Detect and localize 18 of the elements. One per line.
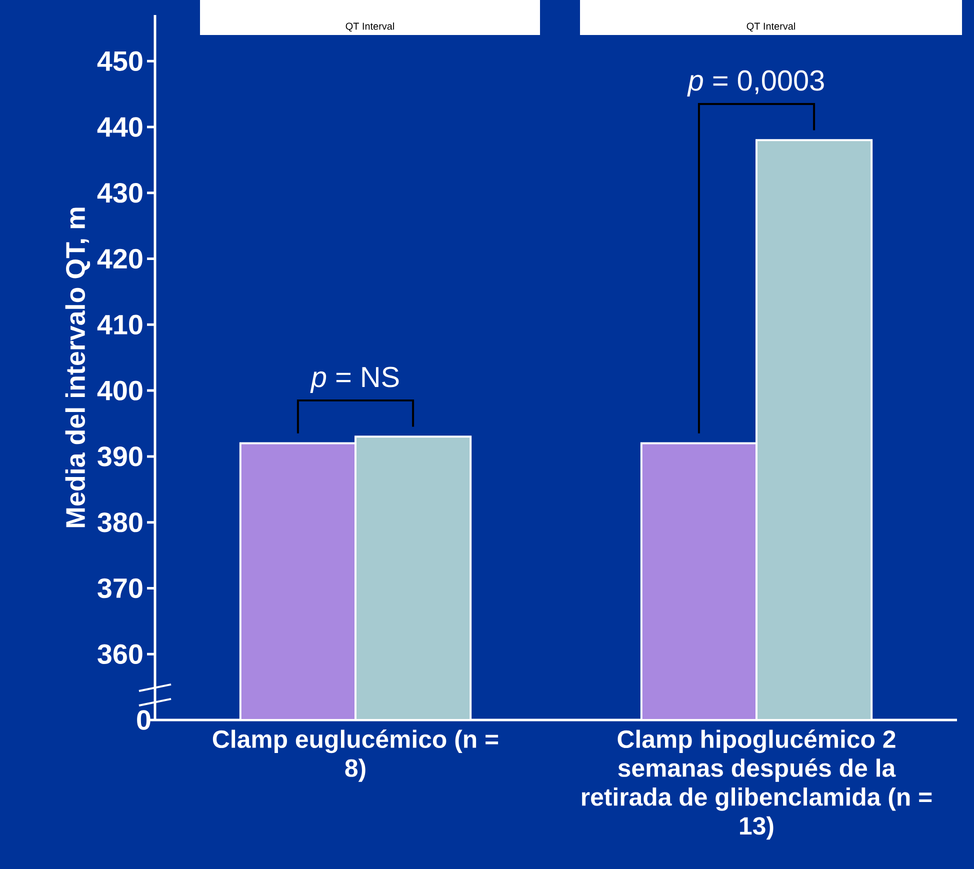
x-tick-label: Clamp euglucémico (n = 8) bbox=[212, 730, 498, 782]
y-tick-label: 390 bbox=[98, 446, 142, 466]
y-tick-label: 430 bbox=[97, 183, 142, 203]
x-tick-label: Clamp hipoglucémico 2 semanas después de la retirada de glibenclamida (n = 13) bbox=[582, 730, 932, 840]
y-tick-label: 440 bbox=[97, 117, 142, 137]
annotation: p = NS bbox=[310, 366, 399, 393]
annotation: QT Interval bbox=[746, 22, 795, 32]
y-tick-label: 370 bbox=[98, 578, 142, 598]
y-tick-label: 380 bbox=[98, 512, 142, 532]
y-tick-label: 410 bbox=[97, 314, 142, 335]
annotation: QT Interval bbox=[346, 22, 394, 32]
annotation: p = 0,0003 bbox=[687, 70, 824, 96]
y-tick-label: 400 bbox=[97, 380, 142, 400]
y-tick-label: 420 bbox=[97, 248, 142, 269]
text: 0 bbox=[137, 710, 150, 730]
y-tick-label: 450 bbox=[97, 51, 142, 71]
y-tick-label: 360 bbox=[98, 644, 142, 664]
y-axis-title: Media del intervalo QT, m bbox=[65, 208, 90, 528]
